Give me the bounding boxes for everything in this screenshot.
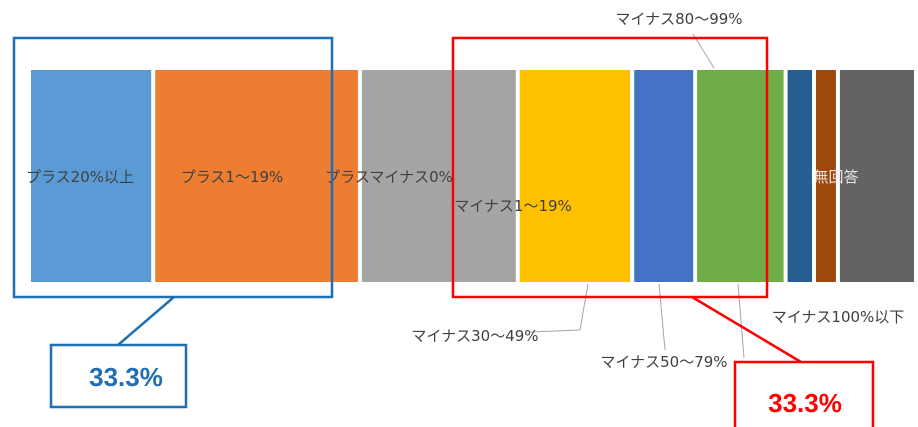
bar-segment-7 xyxy=(816,70,836,282)
callout-value-negative: 33.3% xyxy=(768,388,842,418)
segment-label-7: マイナス100%以下 xyxy=(772,308,905,326)
bar-segment-0 xyxy=(31,70,152,282)
callout-value-positive: 33.3% xyxy=(89,362,163,392)
callout-group: 33.3% 33.3% xyxy=(12,36,875,427)
segment-label-6: マイナス80～99% xyxy=(615,10,742,28)
callout-value-box-negative xyxy=(733,360,875,427)
segment-label-8: 無回答 xyxy=(813,168,858,186)
segment-label-1: プラス1～19% xyxy=(181,168,284,186)
callout-value-box-positive xyxy=(49,343,188,409)
leader-line-4 xyxy=(529,283,589,333)
bar-segment-4 xyxy=(634,70,694,282)
callout-group-box-negative xyxy=(451,36,769,299)
segment-label-3: マイナス1～19% xyxy=(454,197,572,215)
callout-connector-negative xyxy=(691,295,802,364)
segment-labels: プラス20%以上 プラス1～19% プラスマイナス0%マイナス1～19% マイナス30… xyxy=(26,10,904,371)
leader-line-7 xyxy=(737,283,745,359)
callout-connector-positive xyxy=(117,296,175,346)
bar-segment-2 xyxy=(361,70,516,282)
segment-label-0: プラス20%以上 xyxy=(26,168,134,186)
bar-segment-3 xyxy=(519,70,631,282)
bar-segment-5 xyxy=(697,70,784,282)
bar-segment-8 xyxy=(839,70,914,282)
segment-label-5: マイナス50～79% xyxy=(600,353,727,371)
segment-label-2: プラスマイナス0% xyxy=(325,168,453,186)
bar-segments xyxy=(31,70,914,282)
leader-line-6 xyxy=(692,33,715,69)
segment-label-4: マイナス30～49% xyxy=(411,327,538,345)
bar-segment-1 xyxy=(155,70,358,282)
leader-line-5 xyxy=(658,283,666,351)
bar-segment-6 xyxy=(787,70,812,282)
